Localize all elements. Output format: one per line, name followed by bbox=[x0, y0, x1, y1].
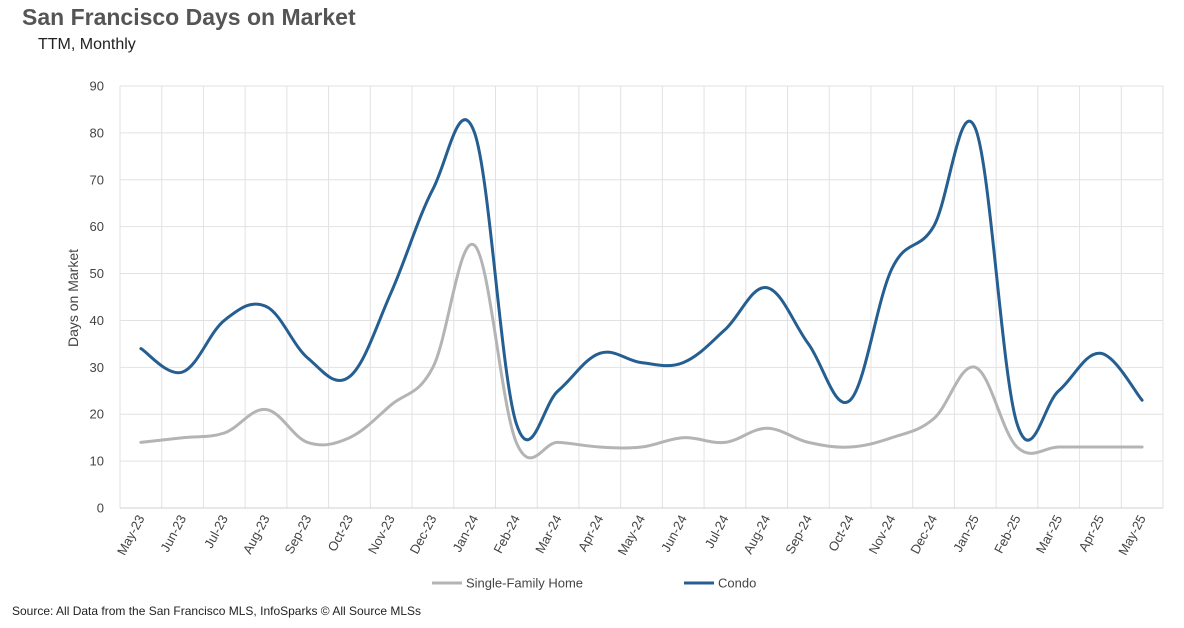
x-tick-label: Apr-24 bbox=[575, 512, 607, 554]
vertical-gridlines bbox=[119, 86, 1164, 508]
y-axis-ticks: 0 10 20 30 40 50 60 70 80 90 bbox=[90, 79, 104, 516]
y-tick-label: 40 bbox=[90, 313, 104, 328]
chart-title: San Francisco Days on Market bbox=[22, 4, 356, 30]
x-tick-label: Nov-24 bbox=[866, 512, 899, 556]
x-tick-label: Feb-25 bbox=[991, 512, 1024, 555]
source-note: Source: All Data from the San Francisco … bbox=[12, 604, 422, 618]
x-tick-label: Apr-25 bbox=[1076, 512, 1108, 554]
y-tick-label: 0 bbox=[97, 501, 104, 516]
y-tick-label: 90 bbox=[90, 79, 104, 94]
y-tick-label: 60 bbox=[90, 219, 104, 234]
x-tick-label: May-25 bbox=[1115, 512, 1149, 557]
y-tick-label: 30 bbox=[90, 360, 104, 375]
x-tick-label: May-23 bbox=[114, 512, 148, 557]
x-axis-ticks: May-23 Jun-23 Jul-23 Aug-23 Sep-23 Oct-23 Nov-… bbox=[114, 512, 1149, 557]
x-tick-label: Mar-25 bbox=[1033, 512, 1066, 555]
x-tick-label: Dec-24 bbox=[907, 512, 940, 556]
series-line-single-family-home bbox=[139, 242, 1144, 460]
legend: Single-Family Home Condo bbox=[432, 576, 756, 591]
x-tick-label: Jan-24 bbox=[449, 512, 481, 554]
x-tick-label: Sep-24 bbox=[782, 512, 815, 556]
legend-label: Single-Family Home bbox=[466, 576, 583, 591]
series-line-condo bbox=[139, 118, 1144, 442]
x-tick-label: Aug-23 bbox=[240, 512, 273, 556]
x-tick-label: Jul-23 bbox=[201, 512, 231, 550]
y-tick-label: 80 bbox=[90, 125, 104, 140]
x-tick-label: Sep-23 bbox=[281, 512, 314, 556]
x-tick-label: Oct-23 bbox=[325, 512, 357, 553]
x-tick-label: Oct-24 bbox=[825, 512, 857, 553]
y-tick-label: 50 bbox=[90, 266, 104, 281]
legend-label: Condo bbox=[718, 576, 756, 591]
y-tick-label: 20 bbox=[90, 407, 104, 422]
x-tick-label: May-24 bbox=[615, 512, 649, 557]
x-tick-label: Feb-24 bbox=[490, 512, 523, 555]
x-tick-label: Jun-23 bbox=[157, 512, 189, 554]
x-tick-label: Mar-24 bbox=[532, 512, 565, 555]
x-tick-label: Jun-24 bbox=[658, 512, 690, 554]
x-tick-label: Nov-23 bbox=[365, 512, 398, 556]
horizontal-gridlines bbox=[120, 85, 1163, 509]
x-tick-label: Jul-24 bbox=[702, 512, 732, 550]
y-tick-label: 10 bbox=[90, 454, 104, 469]
y-axis-label: Days on Market bbox=[65, 249, 81, 347]
series-lines bbox=[139, 118, 1144, 460]
y-tick-label: 70 bbox=[90, 172, 104, 187]
x-tick-label: Jan-25 bbox=[950, 512, 982, 554]
chart-subtitle: TTM, Monthly bbox=[38, 36, 136, 53]
x-tick-label: Aug-24 bbox=[740, 512, 773, 556]
x-tick-label: Dec-23 bbox=[407, 512, 440, 556]
